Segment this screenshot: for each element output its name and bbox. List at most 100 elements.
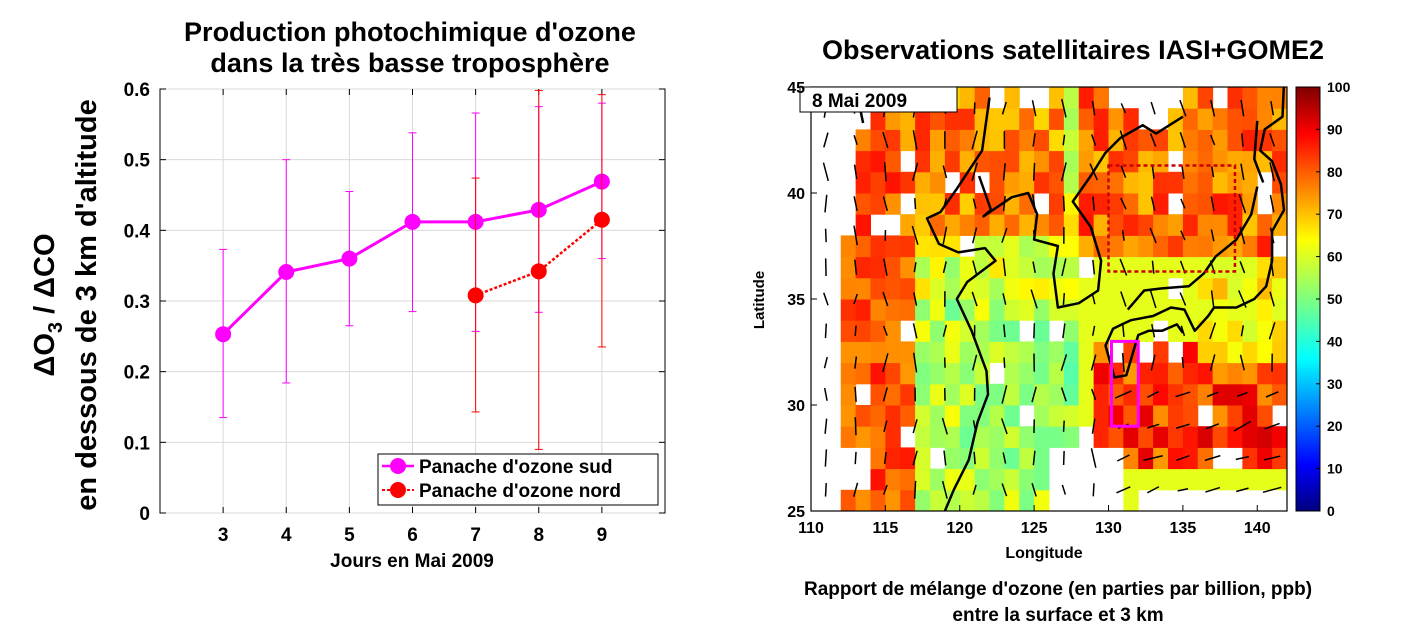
ozone-cell xyxy=(930,320,946,342)
wind-arrow xyxy=(1120,165,1127,178)
wind-arrow xyxy=(1239,261,1246,274)
ozone-cell xyxy=(1004,108,1020,130)
ozone-cell xyxy=(1049,150,1065,173)
ozone-cell xyxy=(870,426,886,448)
series-nord xyxy=(467,89,610,450)
map-x-tick-label: 115 xyxy=(872,520,898,537)
y-axis-label-line-2: en dessous de 3 km d'altitude xyxy=(71,99,103,510)
ozone-cell xyxy=(1242,341,1258,364)
ozone-cell xyxy=(1168,405,1184,427)
ozone-grid-cells xyxy=(840,87,1287,511)
ozone-cell xyxy=(989,214,1005,236)
ozone-cell xyxy=(1004,320,1020,342)
ozone-cell xyxy=(1078,299,1095,321)
ozone-cell xyxy=(1212,299,1228,321)
wind-arrow xyxy=(1149,289,1157,309)
coastline xyxy=(1253,120,1265,183)
ozone-cell xyxy=(900,108,916,130)
wind-arrow xyxy=(1146,486,1160,494)
wind-arrow xyxy=(1237,391,1248,398)
ozone-cell xyxy=(840,256,857,279)
ozone-cell xyxy=(1063,362,1080,385)
wind-arrow xyxy=(1235,455,1250,461)
wind-arrow xyxy=(882,387,889,402)
wind-arrow xyxy=(882,131,889,149)
ozone-cell xyxy=(1182,214,1199,236)
ozone-cell xyxy=(1182,277,1199,300)
colorbar xyxy=(1295,86,1321,512)
ozone-cell xyxy=(1168,426,1184,448)
wind-arrow xyxy=(1114,390,1132,399)
ozone-cell xyxy=(1123,405,1139,427)
ozone-cell xyxy=(870,383,886,406)
map-title: Observations satellitaires IASI+GOME2 xyxy=(822,35,1324,65)
ozone-cell xyxy=(1034,341,1050,364)
ozone-cell xyxy=(1272,447,1287,470)
ozone-cell xyxy=(944,299,961,321)
wind-arrow xyxy=(1175,423,1190,429)
ozone-cell xyxy=(1212,108,1228,130)
ozone-cell xyxy=(885,383,901,406)
ozone-cell xyxy=(1153,171,1169,194)
ozone-cell xyxy=(1063,129,1080,152)
wind-arrow xyxy=(1032,450,1036,466)
ozone-cell xyxy=(1227,468,1243,491)
wind-arrow xyxy=(943,450,947,466)
ozone-cell xyxy=(1242,299,1258,321)
y-tick-label: 0.5 xyxy=(124,151,151,172)
wind-arrow xyxy=(852,482,859,497)
wind-arrow xyxy=(1236,487,1249,493)
wind-arrow xyxy=(1180,230,1186,241)
ozone-cell xyxy=(930,426,946,448)
ozone-cell xyxy=(1093,108,1109,130)
ozone-cell xyxy=(1034,405,1050,427)
ozone-cell xyxy=(1093,214,1109,236)
wind-arrow xyxy=(1091,293,1096,305)
ozone-cell xyxy=(930,171,946,194)
coastline xyxy=(1126,186,1259,311)
ozone-cell xyxy=(959,405,976,427)
ozone-cell xyxy=(1138,150,1154,173)
ozone-cell xyxy=(840,277,857,300)
ozone-cell xyxy=(974,235,990,258)
wind-arrow xyxy=(1061,484,1067,495)
ozone-cell xyxy=(1153,362,1169,385)
wind-arrow xyxy=(1179,292,1187,306)
wind-arrow xyxy=(1031,194,1037,213)
ozone-cell xyxy=(1197,87,1214,109)
x-tick-label: 5 xyxy=(344,525,355,546)
ozone-cell xyxy=(1019,150,1035,173)
ozone-cell xyxy=(1078,150,1095,173)
ozone-cell xyxy=(1153,193,1169,215)
map-x-tick-label: 135 xyxy=(1170,520,1197,537)
ozone-cell xyxy=(1242,108,1258,130)
data-point xyxy=(278,264,295,281)
ozone-cell xyxy=(1242,426,1258,448)
data-point xyxy=(404,213,421,230)
legend-label-nord: Panache d'ozone nord xyxy=(419,481,621,502)
ozone-cell xyxy=(915,362,931,385)
ozone-cell xyxy=(1019,299,1035,321)
ozone-cell xyxy=(944,320,961,342)
ozone-cell xyxy=(1004,235,1020,258)
wind-arrow xyxy=(882,291,889,307)
ozone-cell xyxy=(1227,108,1243,130)
ozone-cell xyxy=(1063,299,1080,321)
ozone-cell xyxy=(989,426,1005,448)
ozone-cell xyxy=(1034,256,1050,279)
ozone-cell xyxy=(885,362,901,385)
ozone-cell xyxy=(1019,235,1035,258)
wind-arrow xyxy=(1210,196,1215,211)
wind-arrow xyxy=(1238,194,1247,214)
wind-arrow xyxy=(1150,354,1156,371)
wind-arrow xyxy=(1002,195,1006,212)
data-series xyxy=(215,89,610,450)
ozone-cell xyxy=(930,299,946,321)
ozone-cell xyxy=(870,235,886,258)
ozone-cell xyxy=(885,150,901,173)
wind-arrow xyxy=(911,225,919,245)
ozone-cell xyxy=(1063,383,1080,406)
ozone-cell xyxy=(855,426,871,448)
ozone-cell xyxy=(1168,256,1184,279)
ozone-cell xyxy=(1227,214,1243,236)
